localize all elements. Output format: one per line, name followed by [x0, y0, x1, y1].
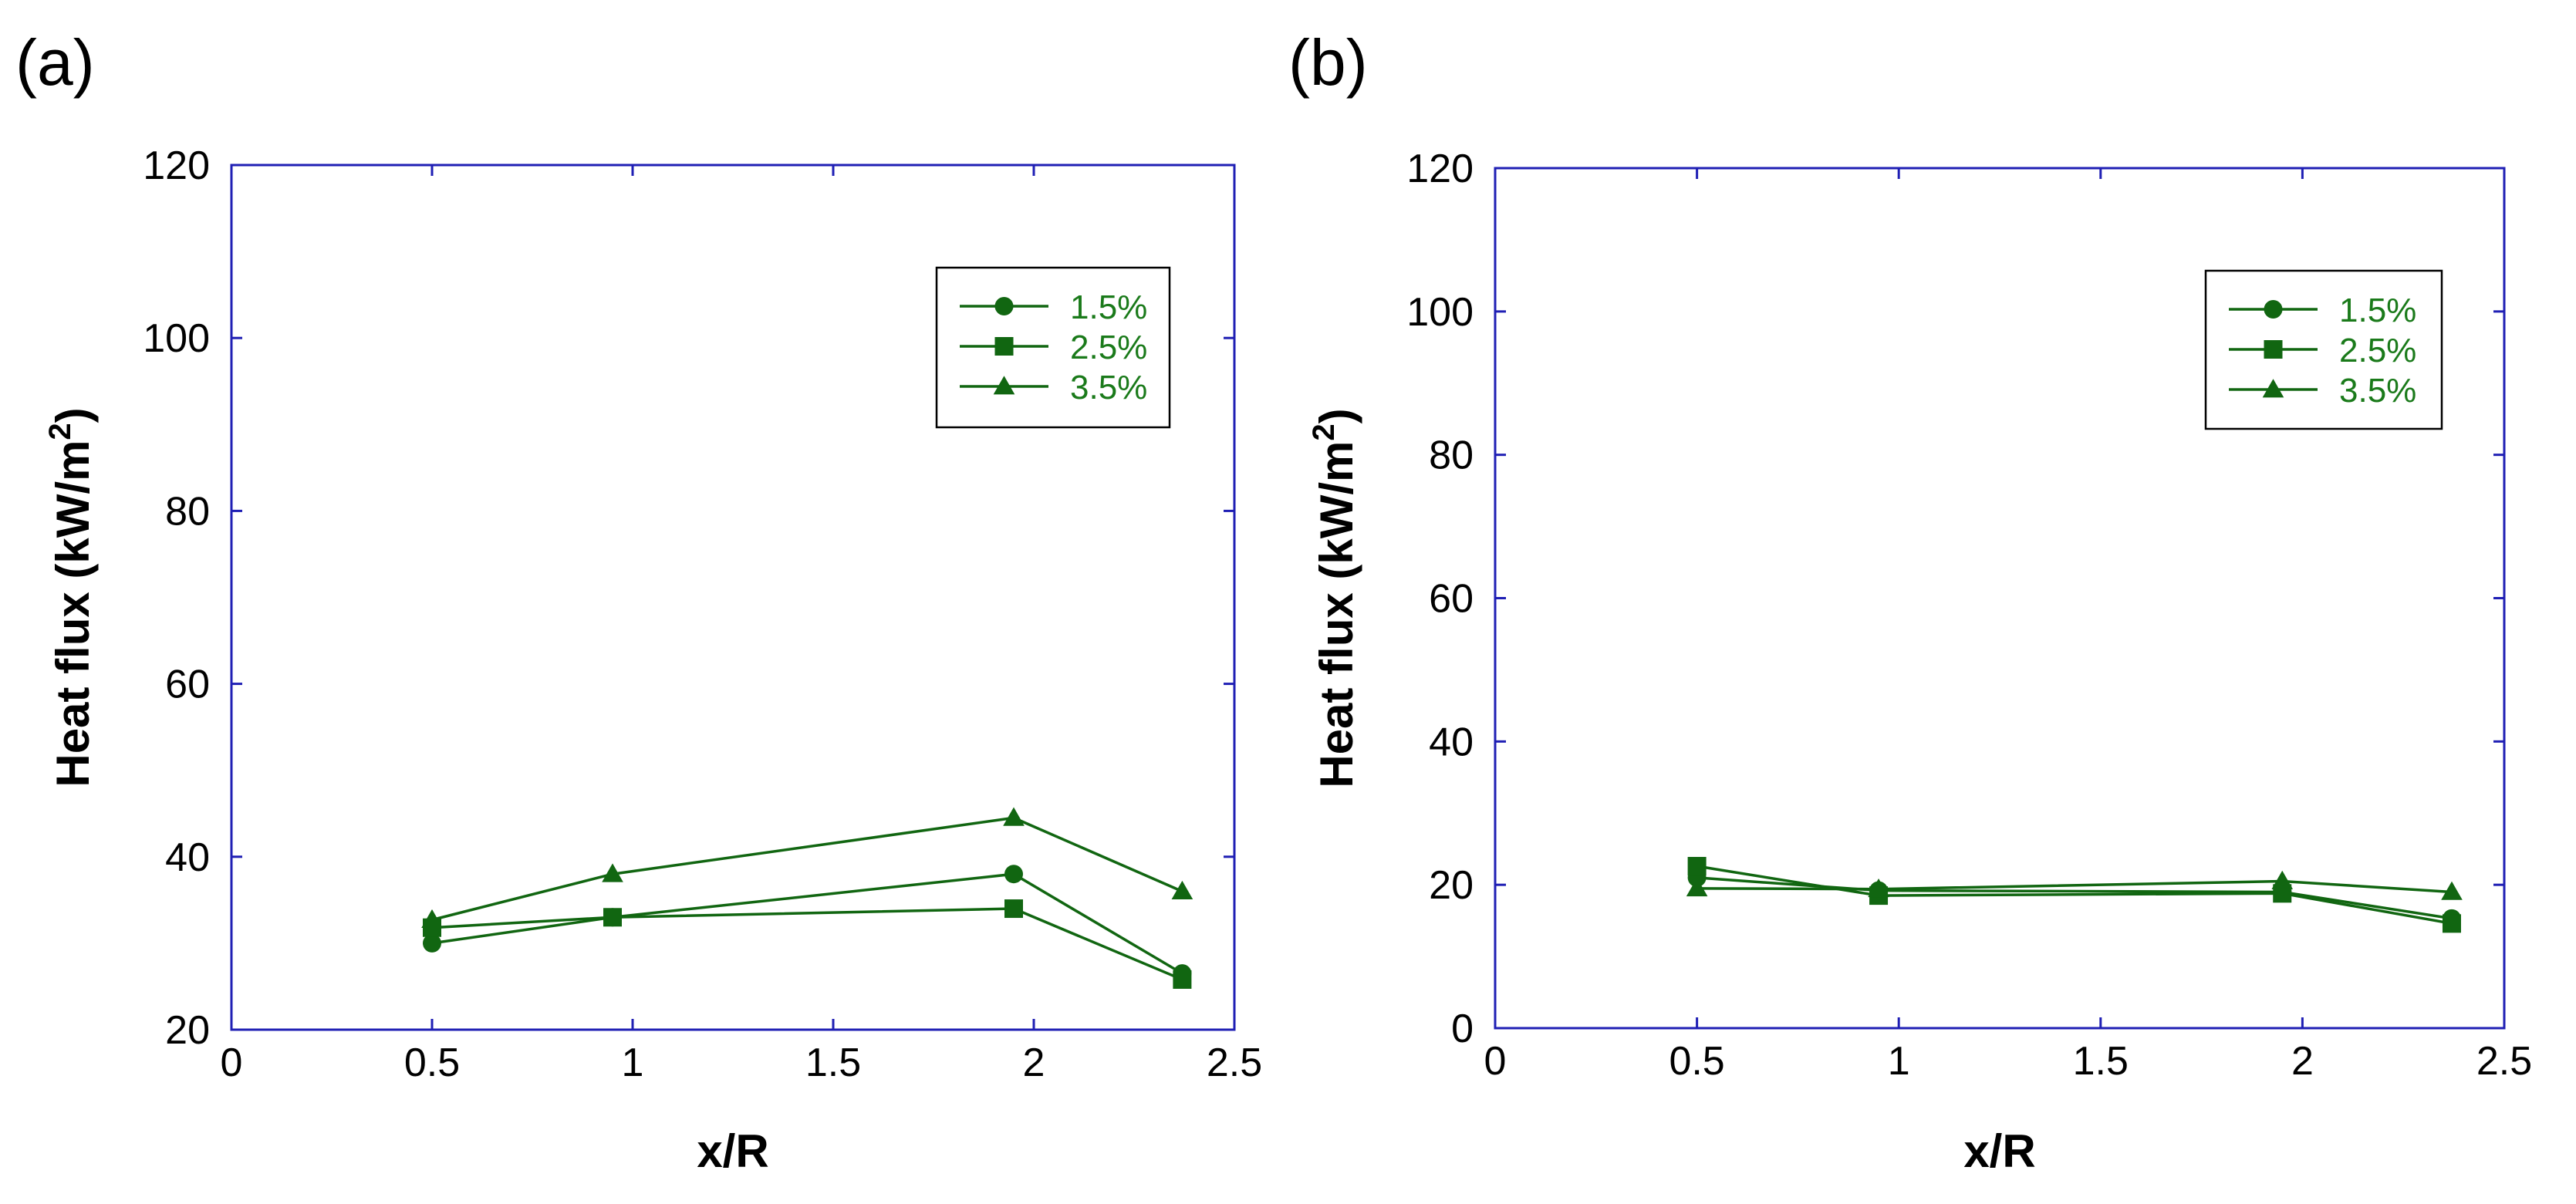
y-axis-label: Heat flux (kW/m2) [43, 407, 99, 787]
legend-label: 3.5% [1070, 369, 1147, 406]
data-point-circle [1004, 865, 1023, 884]
legend: 1.5%2.5%3.5% [2204, 269, 2443, 430]
series-line [1697, 879, 2453, 894]
x-tick-label: 1 [1888, 1039, 1910, 1084]
data-point-square [1004, 899, 1023, 919]
legend-marker-triangle [2262, 379, 2284, 398]
series-line [1697, 876, 2453, 920]
x-tick-label: 1.5 [2073, 1039, 2129, 1084]
legend-label: 2.5% [2339, 332, 2416, 369]
y-tick-label: 100 [1406, 290, 1474, 335]
y-tick-label: 120 [143, 143, 210, 188]
y-axis-label-sup: 2 [43, 423, 77, 440]
x-tick-label: 2.5 [1207, 1040, 1262, 1085]
y-tick-label: 60 [165, 663, 210, 707]
legend-label: 1.5% [2339, 292, 2416, 329]
x-tick-label: 0.5 [404, 1040, 460, 1085]
series-2.5% [423, 899, 1192, 989]
data-point-triangle [1171, 880, 1193, 899]
x-axis-label: x/R [1963, 1125, 2035, 1177]
data-point-triangle [2441, 881, 2463, 900]
y-tick-label: 100 [143, 316, 210, 361]
data-point-triangle [421, 909, 443, 928]
legend: 1.5%2.5%3.5% [935, 266, 1171, 429]
x-tick-label: 0 [221, 1040, 243, 1085]
data-point-triangle [1686, 878, 1708, 897]
data-point-square [1173, 970, 1192, 989]
data-point-triangle [602, 863, 623, 882]
series-1.5% [1687, 868, 2461, 928]
y-tick-label: 20 [165, 1008, 210, 1053]
legend-label: 3.5% [2339, 372, 2416, 410]
series-line [431, 907, 1183, 981]
series-line [431, 816, 1183, 922]
y-tick-label: 60 [1429, 577, 1474, 622]
data-point-circle [423, 933, 441, 953]
x-tick-label: 1 [622, 1040, 644, 1085]
data-point-square [603, 908, 622, 927]
data-point-triangle [2271, 870, 2294, 889]
series-3.5% [421, 807, 1193, 928]
series-2.5% [1687, 857, 2461, 933]
y-axis-label-close: ) [47, 407, 99, 423]
y-tick-label: 0 [1451, 1007, 1474, 1051]
y-axis-label: Heat flux (kW/m2) [1307, 408, 1362, 787]
panel-label: (b) [1288, 26, 1368, 99]
series-1.5% [423, 865, 1192, 983]
legend-marker-circle [2264, 300, 2283, 319]
x-tick-label: 2 [2291, 1039, 2314, 1084]
data-point-triangle [1868, 878, 1889, 898]
y-tick-label: 20 [1429, 863, 1474, 908]
x-tick-label: 2.5 [2476, 1039, 2532, 1084]
x-tick-label: 0.5 [1669, 1039, 1724, 1084]
series-3.5% [1686, 870, 2463, 900]
chart-panel-b: (b) 0 0.5 1 1.5 2 2.5 0 20 40 60 80 100 120 x/R Heat fl… [1288, 26, 2532, 1177]
legend-marker-circle [994, 297, 1014, 315]
legend-marker-square [994, 337, 1014, 356]
data-point-square [1687, 857, 1707, 876]
legend-box [935, 266, 1171, 429]
series-line [431, 872, 1183, 975]
panel-label: (a) [15, 26, 95, 99]
series-line [1697, 865, 2453, 926]
data-point-triangle [1003, 807, 1025, 826]
y-axis-label-sup: 2 [1307, 423, 1341, 440]
legend-label: 2.5% [1070, 329, 1147, 366]
x-tick-label: 0 [1484, 1039, 1507, 1084]
y-axis-label-close: ) [1311, 408, 1362, 423]
y-axis-label-main: Heat flux (kW/m [1311, 441, 1362, 788]
legend-marker-square [2264, 340, 2283, 359]
y-axis-label-main: Heat flux (kW/m [47, 440, 99, 787]
x-axis-label: x/R [697, 1125, 768, 1177]
plot-frame [230, 164, 1236, 1031]
y-tick-label: 80 [165, 489, 210, 534]
chart-panel-a: (a) 0 0.5 1 1.5 2 2.5 20 40 60 80 100 120 x/R Heat flu… [15, 26, 1262, 1177]
data-point-square [2442, 914, 2461, 933]
legend-marker-triangle [993, 376, 1015, 395]
y-tick-label: 40 [165, 835, 210, 880]
y-tick-label: 120 [1406, 147, 1474, 191]
y-tick-label: 40 [1429, 720, 1474, 764]
x-tick-label: 1.5 [805, 1040, 861, 1085]
legend-label: 1.5% [1070, 288, 1147, 326]
y-tick-label: 80 [1429, 433, 1474, 478]
x-tick-label: 2 [1023, 1040, 1045, 1085]
